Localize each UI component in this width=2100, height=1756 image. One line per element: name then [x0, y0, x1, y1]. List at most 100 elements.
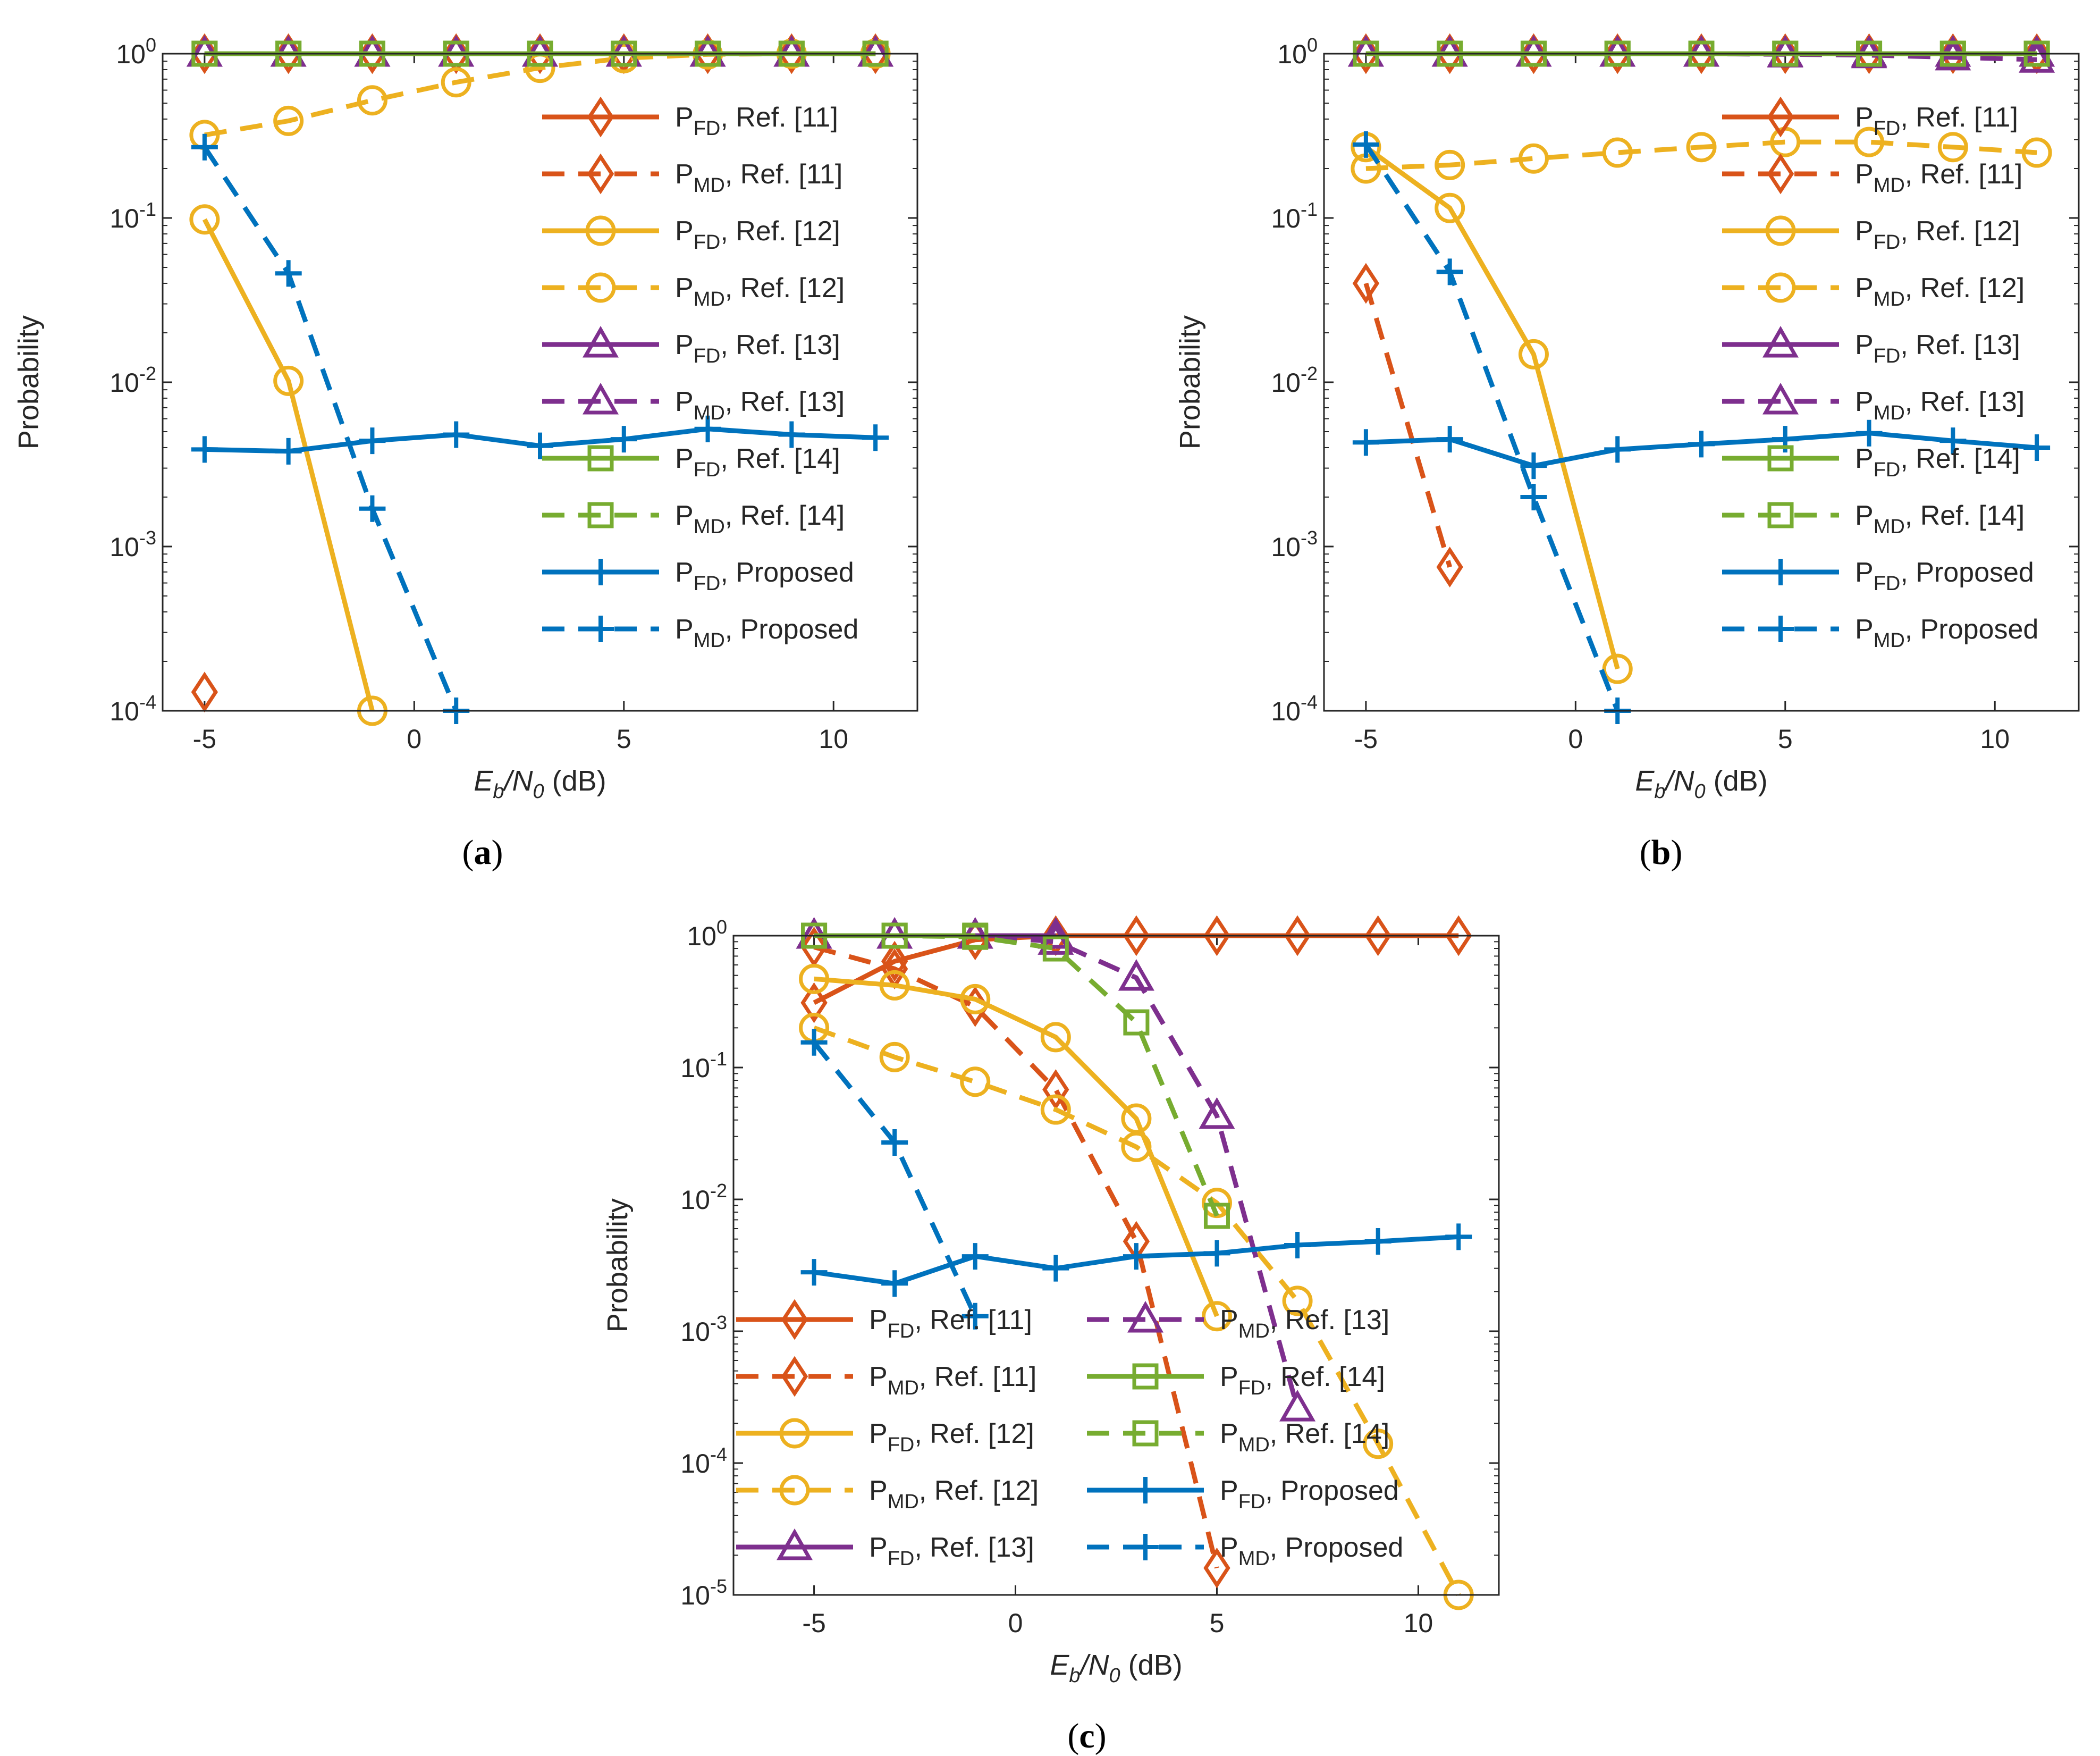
legend-label: PFD, Proposed: [1220, 1475, 1399, 1513]
data-point: [275, 260, 302, 287]
data-point: [1364, 1228, 1391, 1255]
data-point: [778, 421, 805, 448]
legend-marker: [779, 1418, 810, 1449]
data-point: [273, 365, 304, 396]
data-point: [1856, 33, 1883, 74]
legend-marker: [582, 382, 619, 415]
panel-caption: (c): [1067, 1717, 1106, 1755]
data-point: [862, 33, 889, 74]
y-tick-label: 100: [687, 916, 727, 951]
legend-item: PFD, Ref. [12]: [1722, 215, 2020, 254]
legend-item: PMD, Proposed: [1722, 614, 2038, 652]
legend-marker: [776, 1528, 813, 1560]
data-point: [359, 495, 386, 522]
y-tick-label: 10-4: [1271, 691, 1318, 726]
series-line: [1364, 143, 1620, 712]
data-point: [1121, 1131, 1152, 1162]
data-point: [1436, 426, 1463, 453]
data-point: [273, 105, 304, 136]
legend-label: PMD, Ref. [11]: [869, 1362, 1036, 1399]
x-tick-label: 5: [1778, 724, 1793, 754]
series-line: [1365, 139, 2037, 171]
data-point: [1520, 452, 1547, 480]
legend-label: PFD, Proposed: [675, 557, 854, 595]
legend-marker: [1132, 1420, 1159, 1447]
data-point: [1772, 33, 1799, 74]
legend-label: PMD, Proposed: [675, 614, 858, 652]
legend-marker: [1767, 445, 1794, 472]
legend-marker: [582, 325, 619, 358]
series-line: [1363, 282, 1453, 568]
legend-marker: [1767, 616, 1794, 642]
x-tick-label: 0: [1008, 1608, 1023, 1638]
data-point: [526, 33, 554, 74]
data-point: [879, 970, 910, 1001]
data-point: [1688, 33, 1715, 74]
data-point: [800, 1029, 828, 1056]
legend-item: PMD, Ref. [14]: [542, 500, 845, 538]
y-axis-label: Probability: [602, 1198, 634, 1332]
axes-frame: [162, 53, 918, 712]
legend-label: PFD, Ref. [11]: [869, 1305, 1032, 1342]
series-md-9: [800, 1029, 989, 1330]
legend-label: PMD, Ref. [13]: [1220, 1305, 1389, 1342]
y-tick-label: 100: [116, 34, 156, 69]
y-tick-label: 10-3: [109, 527, 156, 562]
data-point: [881, 1129, 908, 1156]
data-point: [1518, 143, 1549, 174]
data-point: [962, 923, 989, 950]
data-point: [191, 133, 218, 161]
legend-marker: [585, 272, 616, 303]
data-point: [275, 438, 302, 465]
legend-label: PMD, Ref. [11]: [1855, 159, 2022, 197]
legend-label: PMD, Ref. [13]: [1855, 387, 2025, 424]
data-point: [2019, 41, 2055, 73]
legend-marker: [587, 616, 614, 642]
data-point: [1352, 33, 1380, 74]
legend-item: PFD, Ref. [12]: [542, 215, 840, 254]
data-point: [962, 1243, 989, 1270]
legend-item: PFD, Ref. [13]: [542, 325, 840, 367]
data-point: [359, 427, 386, 455]
legend-label: PMD, Ref. [14]: [1855, 500, 2025, 538]
legend-item: PMD, Ref. [11]: [736, 1356, 1036, 1399]
y-tick-label: 10-4: [680, 1443, 727, 1478]
data-point: [191, 671, 218, 713]
legend-label: PFD, Ref. [11]: [675, 102, 838, 140]
legend-item: PFD, Proposed: [1722, 557, 2034, 595]
data-point: [1123, 915, 1150, 956]
data-point: [1364, 915, 1391, 956]
data-point: [527, 432, 553, 459]
legend-marker: [1132, 1534, 1159, 1560]
series-line: [203, 146, 459, 712]
legend-marker: [1762, 382, 1799, 415]
legend-label: PMD, Ref. [13]: [675, 387, 845, 424]
data-point: [1203, 1203, 1230, 1229]
chart-panel-c: -5 0 5 10 10-5 10-4 10-3 10-2 10-1 100 Eb/N0 (dB) P…: [602, 915, 1500, 1755]
legend-item: PMD, Ref. [14]: [1722, 500, 2025, 538]
data-point: [1352, 131, 1379, 158]
data-point: [1856, 419, 1883, 447]
data-point: [1203, 1547, 1230, 1589]
series-line: [814, 933, 1219, 1217]
data-point: [443, 421, 470, 448]
legend-item: PMD, Ref. [13]: [1087, 1300, 1389, 1342]
data-point: [1686, 132, 1717, 163]
data-point: [1435, 192, 1465, 223]
data-point: [1518, 339, 1549, 369]
legend: PFD, Ref. [11] PMD, Ref. [11] PFD, Ref. [1…: [1722, 96, 2038, 652]
legend-item: PFD, Proposed: [542, 557, 854, 595]
legend-label: PMD, Ref. [11]: [675, 159, 842, 197]
legend-label: PMD, Ref. [12]: [675, 273, 845, 310]
data-point: [1201, 1301, 1232, 1332]
series-fd-2: [1351, 132, 1633, 684]
data-point: [1939, 33, 1967, 74]
axes-frame: [732, 935, 1500, 1596]
series-fd-8: [1352, 419, 2051, 480]
legend-item: PMD, Proposed: [1087, 1532, 1403, 1570]
data-point: [1939, 427, 1967, 455]
data-point: [357, 85, 387, 116]
series-line: [813, 945, 1219, 1569]
data-point: [800, 1259, 828, 1286]
